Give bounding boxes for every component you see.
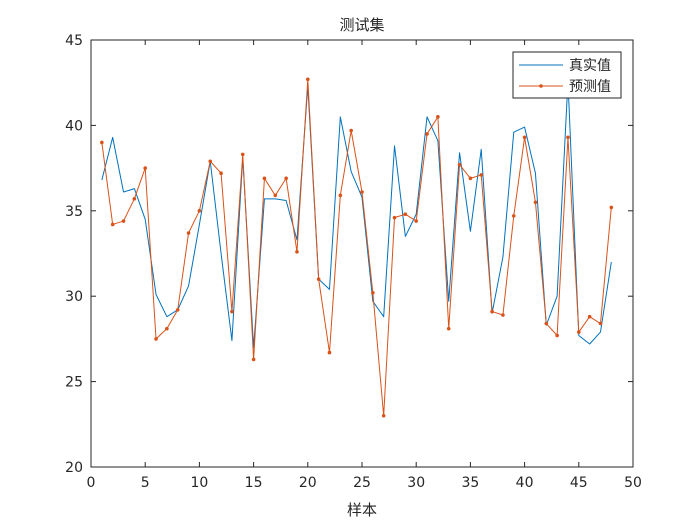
series-1-point [414,219,419,223]
series-1-point [533,200,538,205]
x-tick-label: 45 [570,475,588,491]
series-1-point [197,209,202,213]
series-1-point [360,190,364,194]
series-1-point [609,205,614,210]
series-1-point [457,162,462,167]
chart-title: 测试集 [339,16,384,34]
series-1-point [132,197,137,201]
series-1-point [392,215,397,220]
series-1-point [262,176,267,181]
series-1-point [371,290,375,295]
series-1-point [251,357,256,362]
series-1-point [522,135,527,140]
x-tick-label: 5 [141,475,150,491]
series-1-point [381,413,386,418]
y-tick-label: 20 [65,460,83,476]
series-layer [100,77,614,418]
x-tick-label: 15 [245,475,263,491]
x-tick-label: 30 [407,475,425,491]
series-1-point [468,176,473,181]
plot-area [91,40,633,467]
x-tick-label: 0 [87,475,96,491]
series-1-point [327,350,332,355]
series-line-1 [101,78,612,417]
axes-layer: 0 5 10 15 20 25 30 35 40 45 50 20 25 30 35 40 45 [65,33,642,491]
x-tick-label: 40 [516,475,534,491]
y-tick-label: 40 [65,118,83,134]
legend-label-series-0: 真实值 [569,58,611,74]
series-1-point [175,308,180,312]
series-1-point [501,313,505,317]
series-1-point [403,212,408,217]
series-1-point [436,115,440,119]
x-tick-label: 25 [353,475,371,491]
series-1-point [273,193,278,198]
series-1-point [186,231,191,235]
series-1-point [100,140,104,145]
series-1-point [154,337,158,341]
legend-box [512,51,622,99]
y-tick-label: 45 [65,33,83,49]
series-1-point [544,321,549,326]
x-tick-label: 20 [299,475,317,491]
series-1-point [306,77,310,82]
series-1-point [121,219,126,223]
series-1-point [143,166,147,170]
series-1-point [479,173,484,177]
series-1-point [110,222,115,227]
x-tick-label: 35 [461,475,479,491]
series-1-point [219,171,223,176]
series-1-point [230,309,234,314]
legend-marker-series-1 [539,84,543,88]
series-1-point [240,152,245,157]
series-line-0 [101,80,612,348]
series-1-point [598,321,603,326]
legend: 真实值 预测值 [512,51,622,99]
series-1-point [566,135,570,140]
series-1-point [316,277,321,281]
series-1-point [446,326,451,331]
x-tick-label: 50 [624,475,642,491]
series-1-point [284,176,288,181]
series-1-point [338,193,343,198]
y-tick-label: 25 [65,375,83,391]
series-1-point [577,330,581,334]
series-1-point [555,333,559,338]
legend-label-series-1: 预测值 [569,79,611,95]
x-axis-title: 样本 [347,501,377,519]
y-tick-label: 30 [65,289,83,305]
series-1-point [349,128,353,133]
series-1-point [165,326,169,331]
series-1-point [587,314,592,319]
series-1-point [490,309,494,314]
series-1-point [208,159,213,164]
x-tick-label: 10 [190,475,208,491]
series-1-point [425,132,429,136]
series-1-point [511,214,516,218]
y-tick-label: 35 [65,204,83,220]
series-1-point [295,249,299,254]
